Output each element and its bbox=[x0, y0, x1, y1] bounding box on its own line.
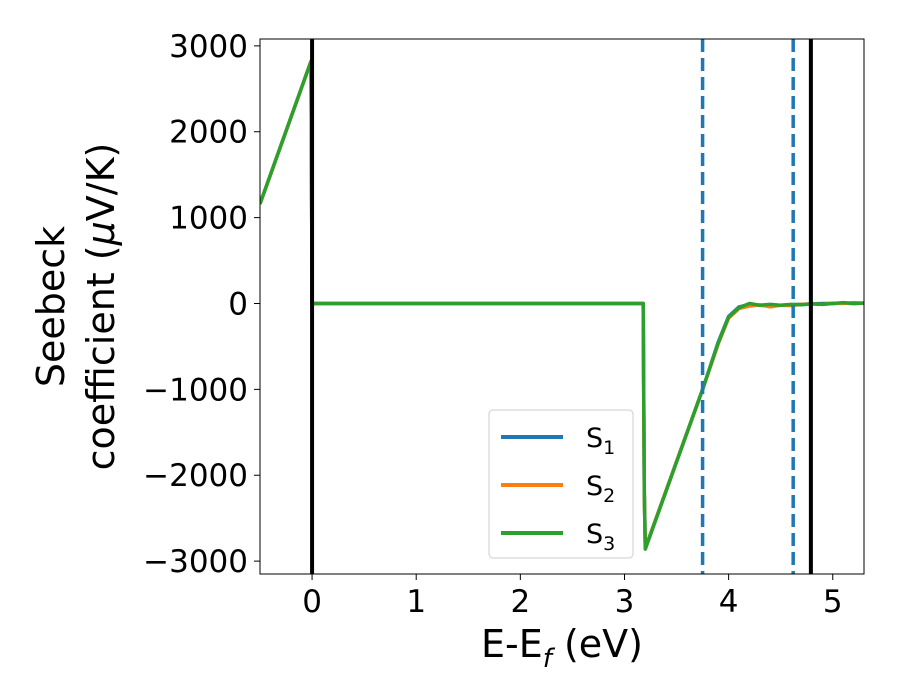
legend: S1 S2 S3 bbox=[488, 409, 634, 559]
vertical-lines bbox=[310, 39, 813, 574]
series-layer bbox=[260, 59, 864, 551]
x-tick-label: 0 bbox=[302, 584, 322, 620]
x-tick-label: 4 bbox=[719, 584, 739, 620]
y-ticks: 3000 2000 1000 0 −1000 −2000 −3000 bbox=[143, 29, 260, 580]
x-tick-label: 3 bbox=[615, 584, 635, 620]
y-tick-label: −1000 bbox=[143, 372, 248, 408]
y-tick-label: −3000 bbox=[143, 544, 248, 580]
x-tick-label: 5 bbox=[823, 584, 843, 620]
y-axis-title-line2: coefficient (μV/K) bbox=[79, 143, 123, 471]
y-tick-label: 0 bbox=[228, 286, 248, 322]
x-tick-label: 2 bbox=[510, 584, 530, 620]
legend-label-3: S3 bbox=[586, 519, 615, 555]
x-ticks: 0 1 2 3 4 5 bbox=[302, 574, 843, 620]
x-axis-title: E-Ef (eV) bbox=[481, 622, 643, 674]
y-tick-label: 3000 bbox=[169, 29, 248, 65]
x-tick-label: 1 bbox=[406, 584, 426, 620]
plot-frame bbox=[259, 38, 865, 575]
series-line-3 bbox=[260, 59, 864, 551]
legend-label-1: S1 bbox=[586, 423, 615, 459]
y-tick-label: −2000 bbox=[143, 458, 248, 494]
y-axis-title-line1: Seebeck bbox=[29, 226, 73, 387]
legend-label-2: S2 bbox=[586, 471, 615, 507]
y-tick-label: 1000 bbox=[169, 201, 248, 237]
y-tick-label: 2000 bbox=[169, 115, 248, 151]
